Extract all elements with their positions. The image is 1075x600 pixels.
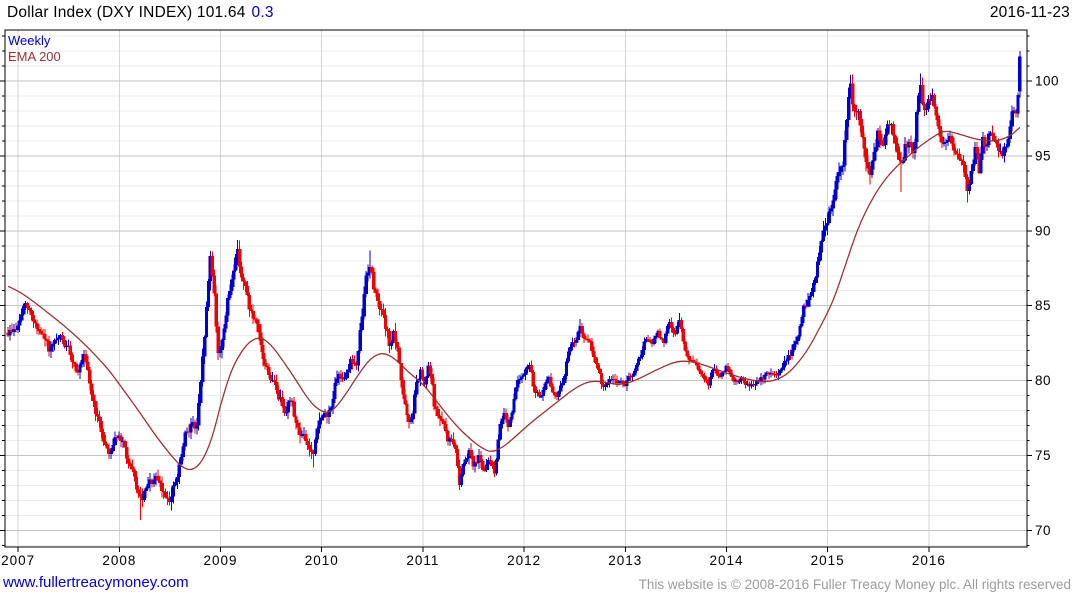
svg-text:100: 100 xyxy=(1035,73,1059,88)
svg-text:2010: 2010 xyxy=(305,553,339,568)
svg-text:2014: 2014 xyxy=(709,553,743,568)
svg-text:2012: 2012 xyxy=(507,553,541,568)
svg-text:2011: 2011 xyxy=(406,553,439,568)
chart-title: Dollar Index (DXY INDEX) 101.64 0.3 xyxy=(7,4,274,22)
copyright-text: This website is © 2008-2016 Fuller Treac… xyxy=(638,577,1071,592)
svg-text:95: 95 xyxy=(1035,148,1051,163)
axes-frame xyxy=(0,29,1032,552)
website-link[interactable]: www.fullertreacymoney.com xyxy=(3,574,189,591)
svg-text:2016: 2016 xyxy=(912,553,946,568)
chart-title-text: Dollar Index (DXY INDEX) 101.64 xyxy=(7,4,246,21)
legend-ema-label: EMA 200 xyxy=(8,49,61,64)
legend-interval-label: Weekly xyxy=(8,33,51,48)
chart-date-label: 2016-11-23 xyxy=(989,4,1070,21)
grid-layer xyxy=(5,30,1027,547)
svg-text:2009: 2009 xyxy=(204,553,238,568)
svg-text:2013: 2013 xyxy=(608,553,642,568)
svg-text:2007: 2007 xyxy=(1,553,35,568)
svg-text:80: 80 xyxy=(1035,373,1051,388)
x-axis-labels: 2007 2008 2009 2010 2011 2012 2013 2014 2015 2016 xyxy=(1,553,946,568)
svg-text:70: 70 xyxy=(1035,523,1051,538)
svg-text:2008: 2008 xyxy=(102,553,136,568)
price-change-value: 0.3 xyxy=(251,4,274,21)
y-axis-labels: 70 75 80 85 90 95 100 xyxy=(1035,73,1059,538)
svg-text:90: 90 xyxy=(1035,223,1051,238)
candles-layer xyxy=(6,50,1022,521)
svg-text:2015: 2015 xyxy=(811,553,845,568)
svg-text:85: 85 xyxy=(1035,298,1051,313)
ema-line xyxy=(7,126,1021,471)
svg-text:75: 75 xyxy=(1035,448,1051,463)
